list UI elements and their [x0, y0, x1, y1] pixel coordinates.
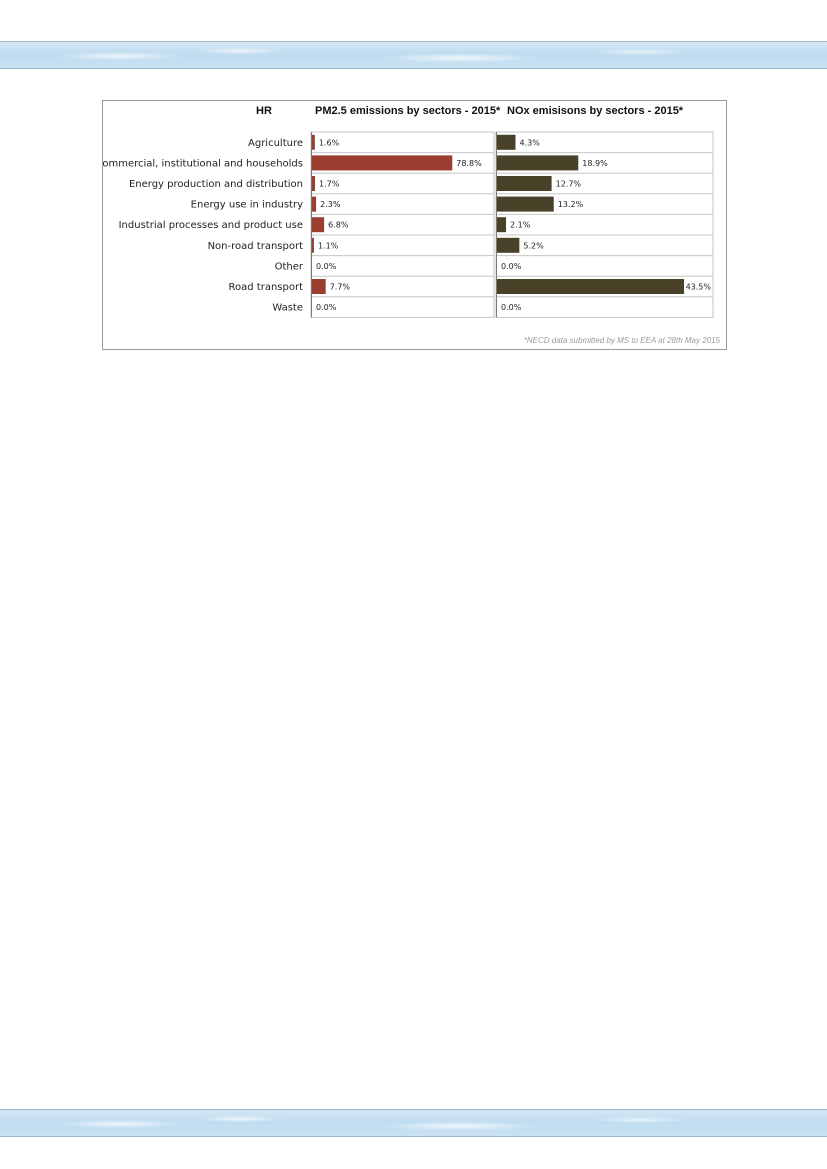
- category-label: Agriculture: [248, 138, 303, 149]
- pm25-bar: [312, 196, 317, 212]
- nox-bar: [497, 279, 685, 294]
- nox-value-label: 0.0%: [501, 262, 522, 271]
- nox-bar: [497, 176, 552, 191]
- category-label: Other: [275, 261, 304, 272]
- nox-value-label: 5.2%: [523, 241, 544, 250]
- nox-value-label: 0.0%: [501, 303, 522, 312]
- pm25-value-label: 7.7%: [330, 283, 351, 292]
- data-source-footnote: *NECD data submitted by MS to EEA at 28t…: [523, 336, 720, 345]
- category-label: Energy use in industry: [191, 200, 303, 211]
- pm25-value-label: 1.6%: [319, 138, 340, 147]
- category-label: Energy production and distribution: [129, 179, 303, 190]
- nox-value-label: 12.7%: [556, 180, 582, 189]
- pm25-value-label: 1.7%: [319, 180, 340, 189]
- nox-value-label: 4.3%: [519, 138, 540, 147]
- pm25-value-label: 1.1%: [318, 241, 339, 250]
- pm25-bar: [312, 155, 453, 171]
- nox-value-label: 2.1%: [510, 221, 531, 230]
- pm25-value-label: 0.0%: [316, 303, 337, 312]
- nox-bar: [497, 196, 554, 212]
- pm25-bar: [312, 217, 325, 233]
- nox-bar: [497, 155, 579, 171]
- pm25-value-label: 6.8%: [328, 221, 349, 230]
- nox-bar: [497, 217, 507, 233]
- category-label: Waste: [272, 303, 303, 314]
- pm25-bar: [312, 279, 326, 294]
- nox-value-label: 13.2%: [558, 200, 584, 209]
- category-label: Commercial, institutional and households: [103, 158, 303, 169]
- header-band: [0, 41, 827, 69]
- footer-band: [0, 1109, 827, 1137]
- country-code: HR: [256, 105, 272, 117]
- pm25-value-label: 78.8%: [456, 159, 482, 168]
- nox-bar: [497, 134, 516, 150]
- emissions-bar-charts: Agriculture Commercial, institutional and…: [103, 131, 714, 318]
- nox-value-label: 18.9%: [582, 159, 608, 168]
- emissions-chart-panel: HR PM2.5 emissions by sectors - 2015* NO…: [102, 100, 727, 350]
- pm25-chart-title: PM2.5 emissions by sectors - 2015*: [315, 105, 501, 117]
- nox-chart-title: NOx emisisons by sectors - 2015*: [507, 105, 684, 117]
- nox-bar: [497, 237, 520, 253]
- nox-value-label: 43.5%: [686, 283, 712, 292]
- pm25-bar: [312, 134, 315, 150]
- pm25-bar: [312, 176, 316, 191]
- pm25-bar: [312, 237, 314, 253]
- category-label: Road transport: [229, 282, 304, 293]
- pm25-value-label: 2.3%: [320, 200, 341, 209]
- category-label: Non-road transport: [208, 241, 303, 252]
- category-label: Industrial processes and product use: [119, 220, 303, 231]
- pm25-value-label: 0.0%: [316, 262, 337, 271]
